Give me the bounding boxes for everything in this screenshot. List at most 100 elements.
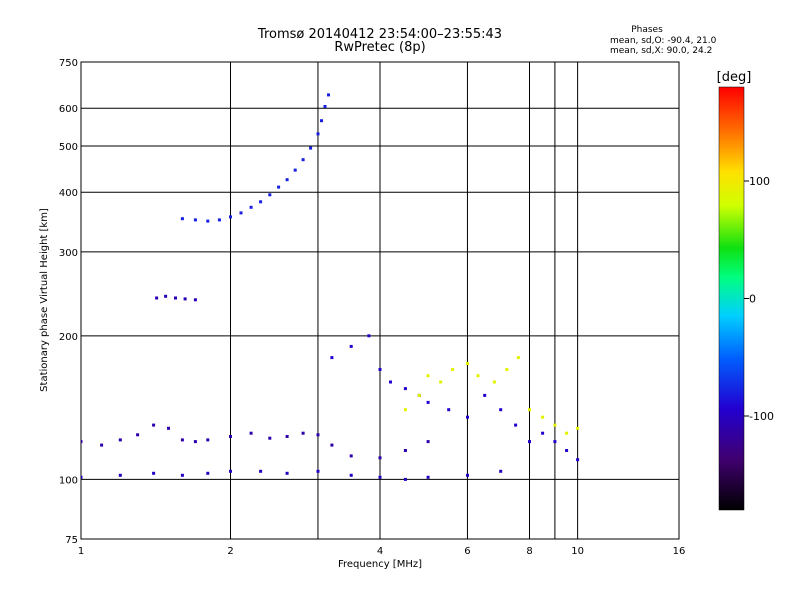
data-point xyxy=(193,218,197,222)
data-point xyxy=(193,298,197,302)
data-point xyxy=(403,408,407,412)
data-point xyxy=(268,436,272,440)
data-point xyxy=(249,205,253,209)
colorbar-unit-label: [deg] xyxy=(717,70,752,85)
data-point xyxy=(349,344,353,348)
data-point xyxy=(206,471,210,475)
phase-info-x-mode: mean, sd,X: 90.0, 24.2 xyxy=(610,46,712,56)
data-point xyxy=(301,431,305,435)
data-point xyxy=(439,380,443,384)
data-point xyxy=(403,387,407,391)
x-tick-label: 8 xyxy=(526,546,532,557)
data-point xyxy=(206,219,210,223)
chart-subtitle: RwPretec (8p) xyxy=(334,40,425,55)
data-point xyxy=(239,211,243,215)
data-point xyxy=(553,440,557,444)
data-point xyxy=(152,423,156,427)
data-point xyxy=(136,433,140,437)
data-point xyxy=(576,458,580,462)
data-point xyxy=(259,469,263,473)
data-point xyxy=(268,193,272,197)
data-point xyxy=(330,356,334,360)
data-point xyxy=(174,296,177,300)
data-point xyxy=(516,356,520,360)
data-point xyxy=(217,218,221,222)
data-point xyxy=(417,393,421,397)
colorbar xyxy=(718,86,745,511)
chart-title: Tromsø 20140412 23:54:00–23:55:43 xyxy=(257,27,502,42)
y-tick-label: 300 xyxy=(59,248,78,259)
x-tick-label: 4 xyxy=(377,546,383,557)
data-point xyxy=(323,105,327,108)
data-point xyxy=(403,449,407,452)
y-tick-label: 750 xyxy=(59,58,78,69)
data-point xyxy=(349,473,353,477)
data-point xyxy=(293,168,297,172)
data-point xyxy=(466,362,469,365)
data-point xyxy=(426,400,430,404)
data-point xyxy=(528,440,531,444)
data-point xyxy=(349,454,353,458)
data-point xyxy=(152,471,156,475)
data-point xyxy=(285,178,289,182)
data-point xyxy=(426,475,430,479)
data-point xyxy=(285,435,289,438)
data-point xyxy=(451,368,455,371)
data-point xyxy=(285,471,289,475)
data-point xyxy=(229,469,232,473)
x-tick-label: 2 xyxy=(227,546,233,557)
data-point xyxy=(167,426,170,430)
x-axis-label: Frequency [MHz] xyxy=(338,559,422,570)
data-point xyxy=(483,393,487,397)
data-point xyxy=(81,475,83,479)
data-point xyxy=(206,438,210,442)
data-points xyxy=(81,93,580,481)
data-point xyxy=(378,456,382,460)
x-tick-label: 10 xyxy=(571,546,584,557)
data-point xyxy=(164,294,168,298)
y-tick-label: 600 xyxy=(59,104,78,115)
y-tick-label: 400 xyxy=(59,188,78,199)
data-point xyxy=(316,132,320,136)
x-tick-label: 16 xyxy=(673,546,686,557)
data-point xyxy=(316,469,320,473)
data-point xyxy=(330,443,334,447)
data-point xyxy=(155,296,159,300)
data-point xyxy=(229,435,232,438)
data-point xyxy=(229,215,232,219)
colorbar-tick-label: 100 xyxy=(749,175,770,188)
y-tick-label: 500 xyxy=(59,142,78,153)
y-tick-label: 100 xyxy=(59,475,78,486)
phase-info-header: Phases xyxy=(631,25,663,35)
y-axis-label: Stationary phase Virtual Height [km] xyxy=(39,208,50,392)
data-point xyxy=(180,438,184,442)
data-point xyxy=(389,380,392,384)
data-point xyxy=(514,423,518,427)
data-point xyxy=(378,475,382,479)
data-point xyxy=(100,443,104,447)
data-point xyxy=(309,146,313,150)
data-point xyxy=(492,380,496,384)
data-point xyxy=(320,119,323,123)
data-point xyxy=(541,415,545,419)
data-point xyxy=(426,440,430,444)
axis-ticks: 1 2 4 6 8 10 16 75 100 200 300 400 500 600 750 xyxy=(59,58,685,557)
data-point xyxy=(476,374,480,378)
data-point xyxy=(367,334,371,338)
data-point xyxy=(180,217,184,221)
data-point xyxy=(499,469,503,473)
data-point xyxy=(378,368,382,371)
data-point xyxy=(193,440,197,444)
data-point xyxy=(81,440,83,444)
data-point xyxy=(183,297,187,301)
data-point xyxy=(327,93,330,97)
data-point xyxy=(466,473,469,477)
data-point xyxy=(499,408,503,412)
data-point xyxy=(447,408,451,412)
data-point xyxy=(316,433,320,437)
data-point xyxy=(301,158,305,162)
y-tick-label: 200 xyxy=(59,332,78,343)
data-point xyxy=(277,185,281,189)
phase-info-o-mode: mean, sd,O: -90.4, 21.0 xyxy=(610,36,717,46)
